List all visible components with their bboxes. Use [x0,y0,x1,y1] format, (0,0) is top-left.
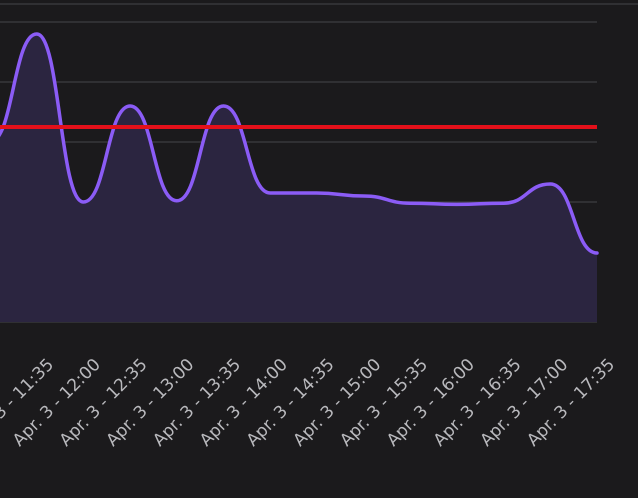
series-area [0,34,597,322]
series-line [0,32,599,255]
